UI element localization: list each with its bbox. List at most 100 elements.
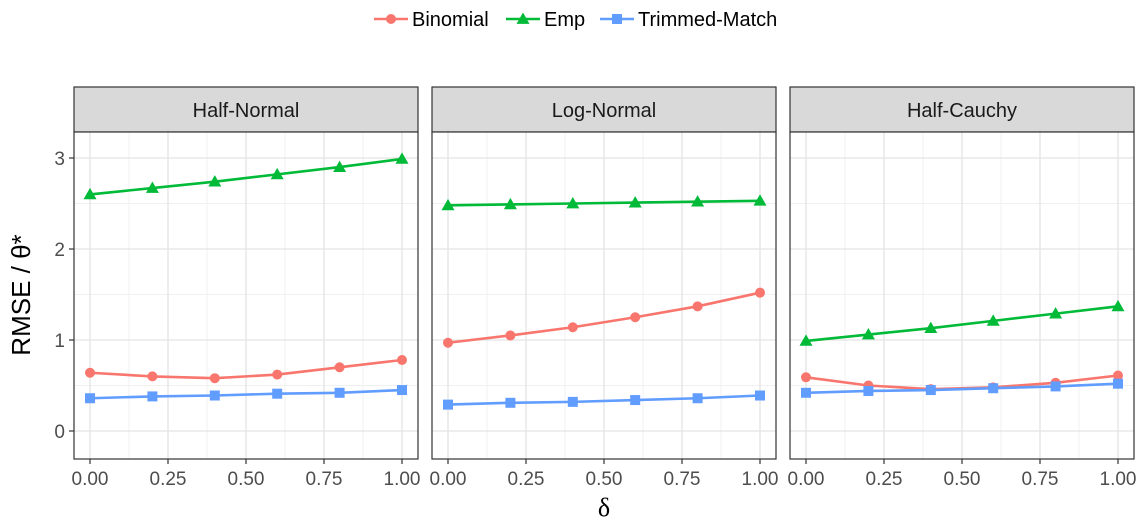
x-tick-label: 0.00 <box>788 469 825 490</box>
data-point <box>145 181 159 193</box>
facet-strip <box>73 86 419 133</box>
legend-item-trimmed-match: Trimmed-Match <box>600 9 777 31</box>
x-tick-label: 0.50 <box>586 469 623 490</box>
legend-key-marker <box>516 12 530 24</box>
series-line <box>805 305 1119 343</box>
data-point <box>630 395 641 406</box>
x-tick-label: 1.00 <box>742 469 779 490</box>
facet-title: Half-Normal <box>193 100 300 122</box>
legend-label: Emp <box>544 9 585 31</box>
series-emp <box>799 299 1125 346</box>
data-point <box>755 390 765 401</box>
legend: Binomial Emp Trimmed-Match <box>374 9 777 31</box>
data-point <box>628 196 642 208</box>
legend-item-emp: Emp <box>506 9 585 31</box>
data-point <box>397 355 407 366</box>
data-point <box>147 371 158 382</box>
data-point <box>147 391 158 402</box>
x-tick-label: 0.75 <box>1022 469 1059 490</box>
data-point <box>986 314 1000 326</box>
x-axis-title: δ <box>598 493 610 522</box>
series-emp <box>83 152 409 200</box>
data-point <box>395 152 409 164</box>
series-binomial <box>443 287 765 348</box>
x-tick-label: 0.25 <box>508 469 545 490</box>
series-emp <box>441 194 767 211</box>
data-point <box>691 195 705 207</box>
facet-title: Half-Cauchy <box>907 100 1017 122</box>
data-point <box>1113 378 1123 389</box>
legend-key-marker <box>386 14 396 24</box>
data-point <box>208 175 222 187</box>
data-point <box>567 322 578 333</box>
data-point <box>443 399 453 410</box>
series-line <box>805 382 1119 395</box>
legend-key-marker <box>612 14 622 24</box>
data-point <box>924 321 938 334</box>
x-tick-label: 0.25 <box>866 469 903 490</box>
data-point <box>85 367 95 378</box>
facet-strip <box>431 86 777 133</box>
panel-log-normal: Log-Normal 0.00 0.25 0.50 0.75 1.00 <box>430 86 779 490</box>
data-point <box>801 372 811 383</box>
data-point <box>505 330 516 341</box>
data-point <box>272 369 283 380</box>
series-trimmed-match <box>85 385 407 404</box>
data-point <box>441 198 455 211</box>
x-tick-label: 0.00 <box>430 469 467 490</box>
series-trimmed-match <box>443 390 765 410</box>
x-tick-label: 1.00 <box>1100 469 1137 490</box>
x-tick-label: 1.00 <box>384 469 421 490</box>
data-point <box>83 187 97 200</box>
data-point <box>1050 381 1061 392</box>
data-point <box>503 197 517 210</box>
data-point <box>505 397 516 408</box>
series-line <box>89 157 403 196</box>
data-point <box>863 385 874 396</box>
series-line <box>89 358 403 380</box>
x-tick-label: 0.25 <box>150 469 187 490</box>
data-point <box>988 383 999 394</box>
data-point <box>567 396 578 407</box>
x-tick-label: 0.50 <box>228 469 265 490</box>
x-tick-label: 0.75 <box>306 469 343 490</box>
data-point <box>861 328 875 340</box>
series-binomial <box>85 355 407 384</box>
data-point <box>1113 370 1123 381</box>
y-tick-label: 0 <box>54 422 65 443</box>
data-point <box>334 362 345 373</box>
y-axis-title: RMSE / θ* <box>6 234 36 355</box>
data-point <box>85 393 95 404</box>
x-tick-label: 0.00 <box>72 469 109 490</box>
series-line <box>447 199 761 207</box>
data-point <box>755 287 765 298</box>
data-point <box>333 160 347 172</box>
data-point <box>1111 299 1125 312</box>
legend-label: Binomial <box>412 9 489 31</box>
panel-half-normal: Half-Normal 0.00 0.25 0.50 0.75 1.00 <box>72 86 421 490</box>
y-tick-label: 1 <box>54 331 65 352</box>
x-tick-label: 0.50 <box>944 469 981 490</box>
data-point <box>334 387 345 398</box>
data-point <box>692 301 703 312</box>
data-point <box>272 388 283 399</box>
legend-item-binomial: Binomial <box>374 9 489 31</box>
data-point <box>925 385 936 396</box>
panel-half-cauchy: Half-Cauchy 0.00 0.25 0.50 0.75 1.00 <box>788 86 1137 490</box>
data-point <box>799 334 813 346</box>
series-trimmed-match <box>801 378 1123 398</box>
series-line <box>89 388 403 400</box>
x-tick-label: 0.75 <box>664 469 701 490</box>
data-point <box>270 167 284 180</box>
data-point <box>753 194 767 206</box>
y-axis: 0 1 2 3 <box>54 149 74 443</box>
data-point <box>209 373 220 384</box>
data-point <box>630 312 641 323</box>
series-line <box>447 291 761 345</box>
facet-title: Log-Normal <box>552 100 656 122</box>
legend-label: Trimmed-Match <box>638 9 777 31</box>
data-point <box>801 387 811 398</box>
data-point <box>566 197 580 209</box>
